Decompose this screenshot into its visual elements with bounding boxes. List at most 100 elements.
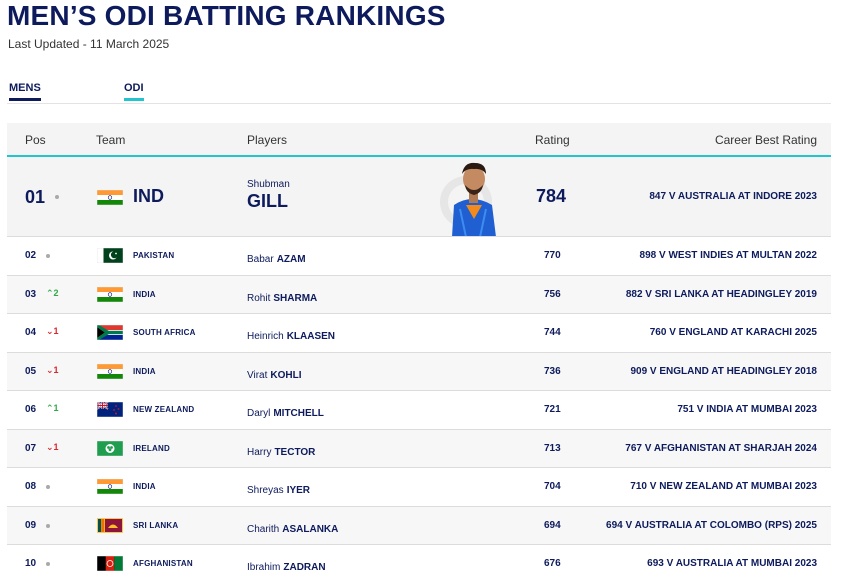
move-amount: 1 bbox=[53, 441, 59, 452]
move-amount: 2 bbox=[53, 287, 59, 298]
row-pos: 09 bbox=[25, 519, 37, 531]
format-filter[interactable]: ODI bbox=[124, 82, 144, 101]
header-team: Team bbox=[96, 133, 126, 147]
table-row[interactable]: 02 PAKISTAN Babar AZAM 770 898 V WEST IND… bbox=[7, 237, 831, 276]
row-player[interactable]: Charith ASALANKA bbox=[247, 524, 338, 535]
table-row[interactable]: 06 ⌃1 NEW ZEALAND Daryl MITCHELL 721 751 … bbox=[7, 391, 831, 430]
row-pos: 08 bbox=[25, 481, 37, 492]
player-first-name: Heinrich bbox=[247, 331, 284, 342]
row-player[interactable]: Rohit SHARMA bbox=[247, 293, 317, 304]
row-country: INDIA bbox=[133, 482, 156, 491]
row-career-best: 751 V INDIA AT MUMBAI 2023 bbox=[677, 404, 817, 415]
row-rating: 770 bbox=[544, 250, 561, 261]
row-rating: 713 bbox=[544, 442, 561, 454]
pakistan-flag-icon bbox=[97, 248, 123, 263]
india-flag-icon bbox=[97, 479, 123, 494]
sri-lanka-flag-icon bbox=[97, 517, 123, 533]
india-flag-icon bbox=[97, 190, 123, 205]
no-change-icon bbox=[46, 562, 50, 566]
header-players: Players bbox=[247, 133, 288, 147]
row-pos: 07 bbox=[25, 442, 37, 454]
india-flag-icon bbox=[97, 286, 123, 302]
row-country: NEW ZEALAND bbox=[133, 405, 195, 414]
row-career-best: 898 V WEST INDIES AT MULTAN 2022 bbox=[639, 250, 817, 261]
player-last-name: KLAASEN bbox=[286, 331, 336, 342]
no-change-icon bbox=[55, 195, 59, 199]
player-first-name: Babar bbox=[247, 254, 274, 265]
gender-filter[interactable]: MENS bbox=[9, 82, 41, 101]
player-first-name: Rohit bbox=[247, 292, 271, 304]
row-pos: 10 bbox=[25, 558, 37, 569]
header-pos: Pos bbox=[25, 133, 46, 147]
player-last-name: TECTOR bbox=[274, 446, 316, 458]
row-pos: 06 bbox=[25, 404, 37, 415]
row-player[interactable]: Harry TECTOR bbox=[247, 447, 315, 458]
player-first-name: Charith bbox=[247, 523, 280, 535]
table-row[interactable]: 04 ⌄1 SOUTH AFRICA Heinrich KLAASEN 744 7… bbox=[7, 314, 831, 353]
player-portrait bbox=[432, 157, 512, 236]
row-pos: 05 bbox=[25, 365, 37, 377]
header-career-best: Career Best Rating bbox=[714, 133, 817, 147]
no-change-icon bbox=[46, 523, 50, 528]
row-country: SOUTH AFRICA bbox=[133, 328, 196, 337]
top-player-last-name[interactable]: GILL bbox=[247, 191, 288, 211]
top-ranked-row[interactable]: 01 IND Shubman GILL 784 847 V AUSTRALIA … bbox=[7, 157, 831, 237]
move-down-icon: ⌄1 bbox=[46, 326, 59, 336]
row-career-best: 882 V SRI LANKA AT HEADINGLEY 2019 bbox=[625, 288, 817, 300]
move-up-icon: ⌃2 bbox=[46, 287, 59, 298]
row-country: SRI LANKA bbox=[133, 520, 179, 530]
player-last-name: AZAM bbox=[276, 254, 306, 265]
india-flag-icon bbox=[97, 363, 123, 379]
row-country: AFGHANISTAN bbox=[133, 559, 193, 568]
move-down-icon: ⌄1 bbox=[46, 364, 59, 375]
row-player[interactable]: Babar AZAM bbox=[247, 254, 306, 265]
table-row[interactable]: 08 INDIA Shreyas IYER 704 710 V NEW ZEALA… bbox=[7, 468, 831, 507]
table-row[interactable]: 10 AFGHANISTAN Ibrahim ZADRAN 676 693 V A… bbox=[7, 545, 831, 579]
south-africa-flag-icon bbox=[97, 325, 123, 340]
row-pos: 04 bbox=[25, 327, 37, 338]
last-updated: Last Updated - 11 March 2025 bbox=[8, 37, 170, 51]
row-country: PAKISTAN bbox=[133, 251, 175, 260]
row-career-best: 909 V ENGLAND AT HEADINGLEY 2018 bbox=[630, 365, 817, 377]
row-career-best: 767 V AFGHANISTAN AT SHARJAH 2024 bbox=[625, 442, 817, 454]
top-rating: 784 bbox=[536, 186, 567, 206]
afghanistan-flag-icon bbox=[97, 556, 123, 571]
row-rating: 694 bbox=[544, 519, 561, 531]
row-rating: 721 bbox=[544, 404, 561, 415]
page-title: MEN’S ODI BATTING RANKINGS bbox=[7, 0, 446, 31]
row-career-best: 760 V ENGLAND AT KARACHI 2025 bbox=[649, 327, 817, 338]
player-first-name: Harry bbox=[247, 446, 272, 458]
player-first-name: Ibrahim bbox=[247, 562, 281, 573]
move-up-icon: ⌃1 bbox=[46, 403, 59, 413]
row-career-best: 710 V NEW ZEALAND AT MUMBAI 2023 bbox=[630, 481, 817, 492]
move-amount: 1 bbox=[53, 403, 59, 413]
player-first-name: Shreyas bbox=[247, 485, 284, 496]
new-zealand-flag-icon bbox=[97, 402, 123, 417]
top-player-first-name: Shubman bbox=[247, 179, 290, 190]
rankings-table: Pos Team Players Rating Career Best Rati… bbox=[7, 123, 831, 579]
player-last-name: SHARMA bbox=[273, 292, 318, 304]
player-first-name: Daryl bbox=[247, 408, 271, 419]
filter-bar: MENS ODI bbox=[7, 82, 831, 104]
row-rating: 756 bbox=[544, 288, 561, 300]
row-country: INDIA bbox=[133, 289, 156, 299]
table-row[interactable]: 09 SRI LANKA Charith ASALANKA 694 694 V A… bbox=[7, 506, 831, 545]
header-rating: Rating bbox=[535, 133, 570, 147]
row-player[interactable]: Ibrahim ZADRAN bbox=[247, 562, 326, 573]
row-career-best: 694 V AUSTRALIA AT COLOMBO (RPS) 2025 bbox=[606, 519, 817, 531]
row-rating: 736 bbox=[544, 365, 561, 377]
player-first-name: Virat bbox=[247, 369, 268, 381]
row-player[interactable]: Daryl MITCHELL bbox=[247, 408, 324, 419]
table-row[interactable]: 03 ⌃2 INDIA Rohit SHARMA 756 882 V SRI LA… bbox=[7, 275, 831, 314]
player-last-name: MITCHELL bbox=[273, 408, 324, 419]
table-row[interactable]: 05 ⌄1 INDIA Virat KOHLI 736 909 V ENGLAND… bbox=[7, 352, 831, 391]
row-pos: 03 bbox=[25, 288, 37, 300]
row-player[interactable]: Virat KOHLI bbox=[247, 370, 302, 381]
row-player[interactable]: Heinrich KLAASEN bbox=[247, 331, 335, 342]
row-player[interactable]: Shreyas IYER bbox=[247, 485, 310, 496]
player-last-name: ZADRAN bbox=[283, 562, 326, 573]
top-team: IND bbox=[133, 186, 164, 206]
move-amount: 1 bbox=[53, 326, 59, 336]
no-change-icon bbox=[46, 254, 50, 258]
table-row[interactable]: 07 ⌄1 IRELAND Harry TECTOR 713 767 V AFGH… bbox=[7, 429, 831, 468]
